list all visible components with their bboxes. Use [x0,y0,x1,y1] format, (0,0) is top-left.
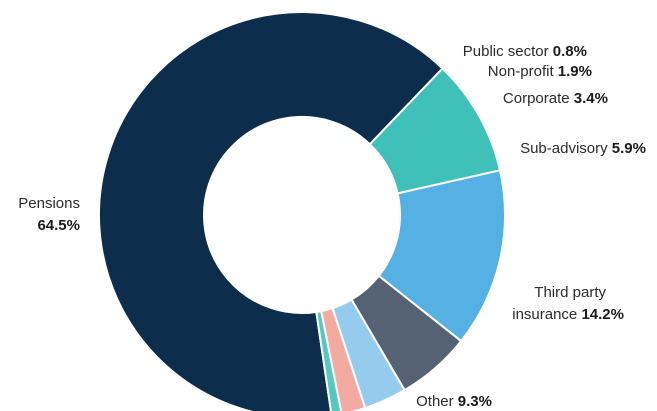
label-corporate: Corporate 3.4% [503,90,608,107]
label-name-third-party-insurance-2: insurance [512,306,581,323]
label-name-public-sector: Public sector [463,43,553,60]
label-pensions: Pensions 64.5% [18,195,80,234]
label-value-public-sector: 0.8% [553,43,587,60]
label-name-other: Other [416,393,458,410]
label-value-third-party-insurance: 14.2% [581,306,624,323]
label-value-corporate: 3.4% [574,90,608,107]
slice-public-sector [315,309,343,411]
label-other: Other 9.3% [416,393,492,410]
slice-pensions [98,11,444,411]
label-sub-advisory: Sub-advisory 5.9% [520,140,646,157]
label-third-party-insurance: Third party insurance 14.2% [512,284,624,323]
slice-third-party-insurance [377,169,506,343]
label-public-sector: Public sector 0.8% [463,43,587,60]
label-value-pensions: 64.5% [37,217,80,234]
label-name-pensions: Pensions [18,195,80,212]
label-name-sub-advisory: Sub-advisory [520,140,612,157]
label-value-non-profit: 1.9% [558,63,592,80]
label-line2-third-party-insurance: insurance 14.2% [512,306,624,323]
label-non-profit: Non-profit 1.9% [488,63,592,80]
label-value-other: 9.3% [458,393,492,410]
label-name-corporate: Corporate [503,90,574,107]
label-name-third-party-insurance-1: Third party [534,284,606,301]
label-value-sub-advisory: 5.9% [612,140,646,157]
label-name-non-profit: Non-profit [488,63,558,80]
